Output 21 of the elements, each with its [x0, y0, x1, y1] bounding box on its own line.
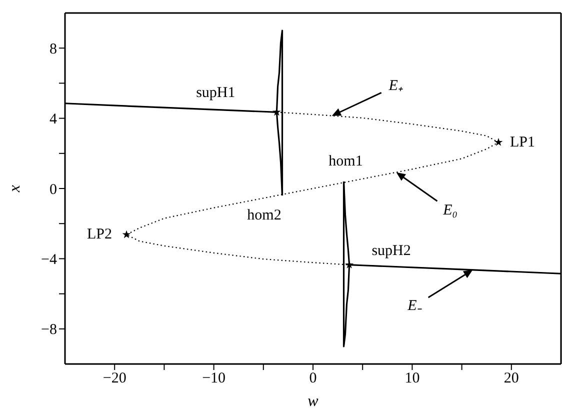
- annotation: supH1: [196, 85, 236, 102]
- annotation: hom1: [328, 153, 363, 170]
- x-tick-label: 0: [309, 370, 317, 387]
- x-tick-label: 10: [404, 370, 420, 387]
- y-tick-label: 8: [50, 41, 57, 58]
- y-tick-label: 4: [50, 112, 58, 128]
- annotation: LP2: [86, 226, 112, 243]
- annotation: hom2: [247, 208, 282, 224]
- annotation: supH2: [372, 242, 411, 259]
- x-axis-title: w: [308, 393, 319, 410]
- annotation: LP1: [510, 134, 536, 150]
- annotation: E₊: [388, 78, 403, 94]
- y-tick-label: −8: [41, 322, 57, 338]
- x-tick-label: 20: [504, 370, 519, 387]
- x-tick-label: −20: [102, 370, 126, 387]
- y-axis-title: x: [6, 184, 24, 194]
- annotation: E₋: [406, 298, 422, 314]
- annotation: E₀: [442, 202, 458, 218]
- y-tick-label: 0: [50, 182, 57, 198]
- y-tick-label: −4: [41, 252, 58, 268]
- x-tick-label: −10: [202, 370, 226, 387]
